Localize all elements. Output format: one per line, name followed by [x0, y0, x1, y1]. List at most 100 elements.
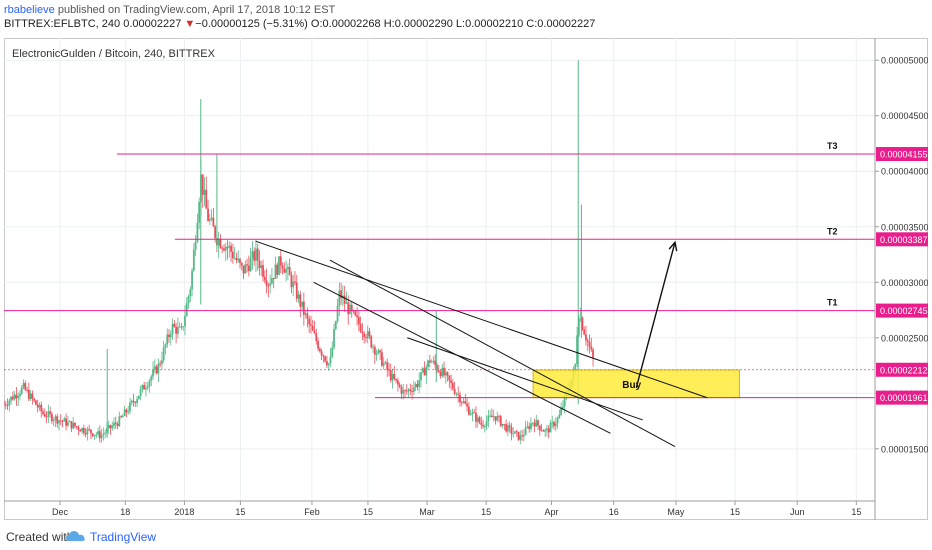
- candle-body: [512, 433, 515, 435]
- candle-body: [384, 362, 387, 364]
- candle-body: [63, 418, 66, 422]
- x-tick-label: 2018: [174, 507, 194, 517]
- candle-body: [52, 420, 55, 422]
- chart-grid: [4, 38, 875, 501]
- candle-body: [304, 313, 307, 315]
- candle-body: [217, 238, 220, 246]
- candle-body: [537, 420, 539, 426]
- candle-body: [574, 363, 577, 372]
- candle-body: [311, 325, 314, 331]
- close-value: 0.00002227: [537, 18, 596, 30]
- candle-body: [459, 394, 461, 403]
- candle-body: [35, 400, 37, 405]
- candle-body: [45, 416, 48, 418]
- candle-body: [466, 403, 468, 407]
- level-price-tag-text: 0.00004155: [880, 150, 928, 160]
- level-price-tag-text: 0.00002745: [880, 306, 928, 316]
- candle-body: [402, 390, 405, 394]
- author-link[interactable]: rbabelieve: [4, 4, 55, 16]
- x-tick-label: 18: [120, 507, 130, 517]
- candle-body: [528, 426, 531, 430]
- time-axis[interactable]: Dec 18 2018 15 Feb 15 Mar 15 Apr 16 May 15 Jun 15: [4, 500, 875, 517]
- tradingview-cloud-icon[interactable]: [66, 529, 86, 543]
- candle-body: [538, 425, 541, 431]
- y-tick-label: 0.00004500: [881, 111, 928, 121]
- candle-body: [368, 331, 371, 337]
- candle-body: [113, 422, 115, 426]
- candle-body: [134, 402, 137, 404]
- trend-line: [407, 337, 643, 421]
- candle-body: [391, 373, 394, 381]
- candle-body: [546, 428, 548, 430]
- candle-body: [350, 304, 353, 311]
- candle-body: [482, 424, 484, 427]
- candle-body: [475, 412, 477, 422]
- candle-body: [6, 405, 9, 407]
- candle-body: [544, 429, 547, 432]
- candle-body: [82, 428, 85, 433]
- candle-body: [549, 423, 552, 433]
- candle-body: [590, 346, 593, 350]
- tradingview-brand[interactable]: TradingView: [90, 530, 157, 544]
- candle-body: [558, 414, 561, 419]
- chart-frame[interactable]: Buy T3 T2 T1 0.00005000 0.00004500 0.00004000…: [3, 38, 929, 520]
- candle-body: [278, 256, 280, 275]
- candle-body: [169, 334, 172, 338]
- level-price-tag: [876, 390, 928, 405]
- candle-body: [407, 389, 410, 392]
- candle-body: [130, 400, 133, 403]
- candle-body: [244, 264, 247, 274]
- candle-body: [107, 425, 110, 429]
- candle-body: [33, 398, 36, 401]
- candle-body: [336, 305, 339, 322]
- candle-body: [322, 355, 325, 357]
- candle-body: [434, 360, 437, 365]
- candle-body: [333, 329, 335, 348]
- created-with-label: Created with: [6, 530, 74, 544]
- candle-body: [295, 282, 298, 299]
- low-value: 0.00002210: [465, 18, 524, 30]
- candle-body: [247, 265, 250, 271]
- candle-body: [212, 217, 215, 227]
- candle-body: [514, 431, 516, 434]
- candle-body: [214, 226, 217, 239]
- candle-body: [125, 409, 128, 413]
- candle-body: [427, 360, 429, 368]
- candle-body: [95, 434, 98, 436]
- candle-body: [579, 318, 582, 319]
- candle-body: [226, 246, 229, 248]
- y-tick-label: 0.00005000: [881, 56, 928, 66]
- candle-body: [439, 371, 442, 377]
- candle-body: [26, 389, 28, 391]
- candle-body: [535, 420, 538, 427]
- candle-body: [150, 376, 153, 381]
- candle-body: [302, 301, 305, 315]
- candle-body: [418, 380, 421, 387]
- candle-body: [143, 385, 146, 390]
- candle-body: [283, 268, 286, 273]
- candle-body: [11, 396, 14, 400]
- candle-body: [393, 373, 396, 379]
- candle-body: [265, 280, 268, 286]
- candle-body: [491, 415, 493, 418]
- candle-body: [208, 219, 211, 221]
- x-tick-label: Mar: [419, 507, 435, 517]
- candle-body: [577, 318, 580, 336]
- candle-body: [503, 423, 506, 425]
- price-change: −0.00000125 (−5.31%): [195, 18, 308, 30]
- candle-body: [354, 311, 357, 316]
- candle-body: [425, 367, 428, 376]
- x-tick-label: May: [667, 507, 685, 517]
- candle-body: [251, 251, 254, 258]
- price-chart[interactable]: Buy T3 T2 T1 0.00005000 0.00004500 0.00004000…: [3, 38, 929, 520]
- open-label: O:: [310, 18, 323, 30]
- open-value: 0.00002268: [322, 18, 381, 30]
- change-down-icon: ▼: [184, 18, 196, 30]
- candle-body: [180, 326, 183, 328]
- candle-body: [469, 414, 472, 416]
- candle-body: [308, 318, 311, 325]
- candle-body: [279, 256, 282, 266]
- publish-line: rbabelieve published on TradingView.com,…: [4, 3, 928, 17]
- price-axis[interactable]: 0.00005000 0.00004500 0.00004000 0.00003500…: [874, 38, 929, 520]
- candle-body: [588, 341, 591, 347]
